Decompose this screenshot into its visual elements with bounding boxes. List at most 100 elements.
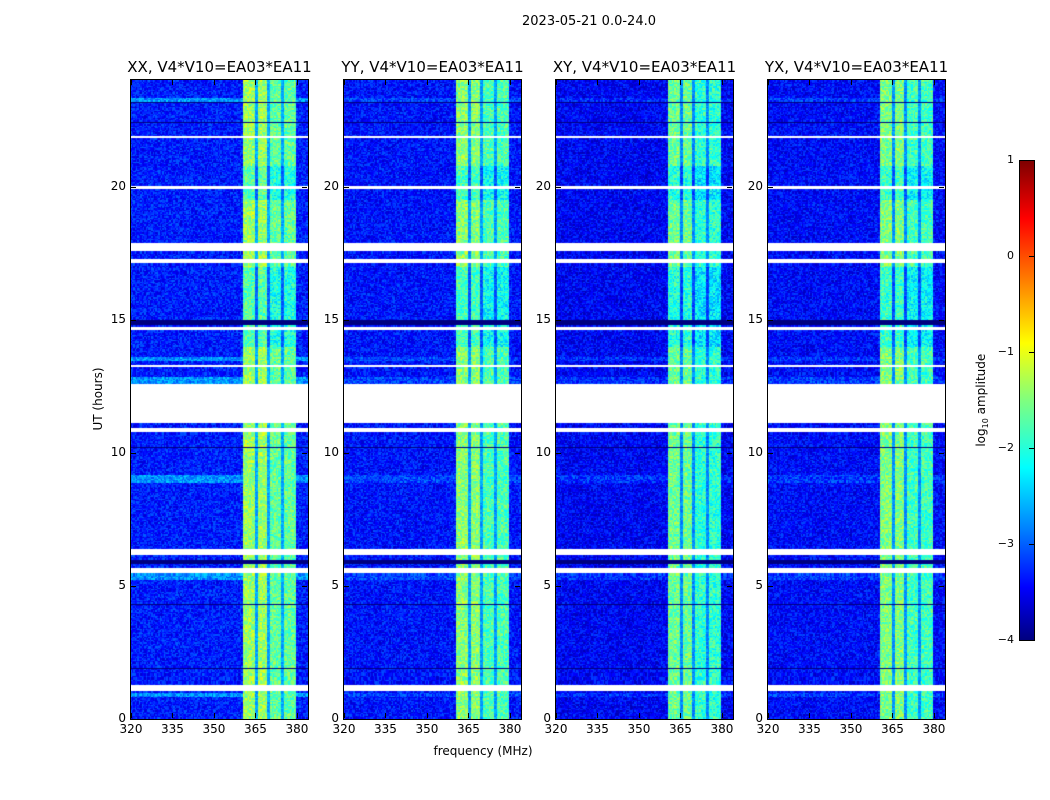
x-tick-mark [768,80,769,85]
x-tick-label: 365 [881,722,904,736]
colorbar-label-log: log [973,428,988,447]
x-tick-label: 320 [544,722,568,736]
x-tick-mark [556,80,557,85]
x-tick-label: 320 [332,722,356,736]
y-tick-label: 15 [535,311,551,326]
axes-frame [130,79,309,720]
y-tick-mark [768,585,773,587]
y-tick-mark [939,719,944,720]
y-axis-label: UT (hours) [91,367,105,431]
x-tick-mark [255,80,257,85]
x-tick-label: 350 [202,722,226,736]
y-tick-mark [131,585,136,587]
colorbar-tick-label: 0 [1007,249,1014,262]
y-tick-mark [727,719,732,720]
x-tick-label: 365 [457,722,480,736]
colorbar-label: log10 amplitude [974,340,990,460]
x-tick-mark [131,80,132,85]
x-tick-mark [172,80,174,85]
y-tick-mark [515,186,520,188]
panel-title: YY, V4*V10=EA03*EA11 [341,58,524,76]
x-tick-mark [597,713,599,718]
y-tick-mark [131,719,136,720]
y-tick-mark [344,319,349,321]
colorbar-tick-mark [1029,160,1034,161]
colorbar-tick-label: −4 [997,633,1014,646]
y-tick-mark [768,319,773,321]
y-tick-label: 10 [747,444,763,459]
x-tick-mark [933,713,935,718]
y-tick-mark [556,452,561,454]
y-tick-mark [515,719,520,720]
y-tick-mark [727,452,732,454]
y-tick-mark [131,186,136,188]
x-tick-label: 350 [415,722,439,736]
y-tick-label: 10 [323,444,339,459]
x-tick-label: 350 [627,722,651,736]
y-tick-mark [302,186,307,188]
x-tick-mark [213,80,215,85]
y-tick-mark [939,585,944,587]
heatmap-1 [131,80,308,719]
x-tick-label: 365 [244,722,267,736]
x-tick-mark [172,713,174,718]
y-tick-mark [727,585,732,587]
y-tick-mark [939,319,944,321]
x-tick-label: 335 [161,722,184,736]
x-tick-mark [509,80,511,85]
colorbar [1019,160,1035,641]
y-tick-label: 0 [331,711,339,725]
x-tick-mark [255,713,257,718]
y-tick-mark [515,319,520,321]
y-tick-label: 20 [535,178,551,193]
x-tick-mark [468,713,470,718]
heatmap-4 [768,80,945,719]
colorbar-label-rest: amplitude [973,353,988,419]
panel-2: YY, V4*V10=EA03*EA11 0 5 10 15 20 320 335 350 365… [324,58,524,736]
y-tick-label: 5 [331,577,339,592]
y-tick-mark [727,186,732,188]
y-tick-mark [344,186,349,188]
x-tick-mark [933,80,935,85]
x-tick-mark [892,80,894,85]
y-tick-mark [302,319,307,321]
y-tick-mark [768,186,773,188]
heatmap-3 [556,80,733,719]
axes-frame [343,79,522,720]
x-tick-label: 380 [285,722,309,736]
x-tick-mark [385,80,387,85]
y-tick-mark [344,452,349,454]
colorbar-tick-label: −1 [997,345,1014,358]
x-tick-mark [638,713,640,718]
x-tick-label: 350 [839,722,863,736]
y-tick-mark [302,452,307,454]
colorbar-tick-mark [1029,640,1034,641]
x-tick-mark [344,80,345,85]
y-tick-mark [939,186,944,188]
y-tick-label: 15 [110,311,126,326]
colorbar-tick-label: −3 [997,537,1014,550]
panel-title: XX, V4*V10=EA03*EA11 [127,58,312,76]
x-tick-mark [344,713,345,718]
x-tick-label: 335 [586,722,609,736]
x-tick-mark [850,713,852,718]
x-tick-label: 335 [374,722,397,736]
y-tick-mark [768,719,773,720]
y-tick-label: 15 [323,311,339,326]
panel-title: YX, V4*V10=EA03*EA11 [764,58,949,76]
x-tick-mark [721,713,723,718]
colorbar-label-sub: 10 [981,418,991,429]
y-tick-label: 10 [535,444,551,459]
x-tick-mark [721,80,723,85]
y-tick-label: 10 [110,444,126,459]
x-tick-mark [809,713,811,718]
y-tick-label: 15 [747,311,763,326]
y-tick-mark [302,585,307,587]
x-tick-mark [680,713,682,718]
y-tick-mark [131,319,136,321]
x-tick-mark [385,713,387,718]
x-tick-label: 380 [922,722,946,736]
x-tick-label: 380 [498,722,522,736]
colorbar-tick-mark [1029,448,1034,449]
y-tick-label: 5 [543,577,551,592]
